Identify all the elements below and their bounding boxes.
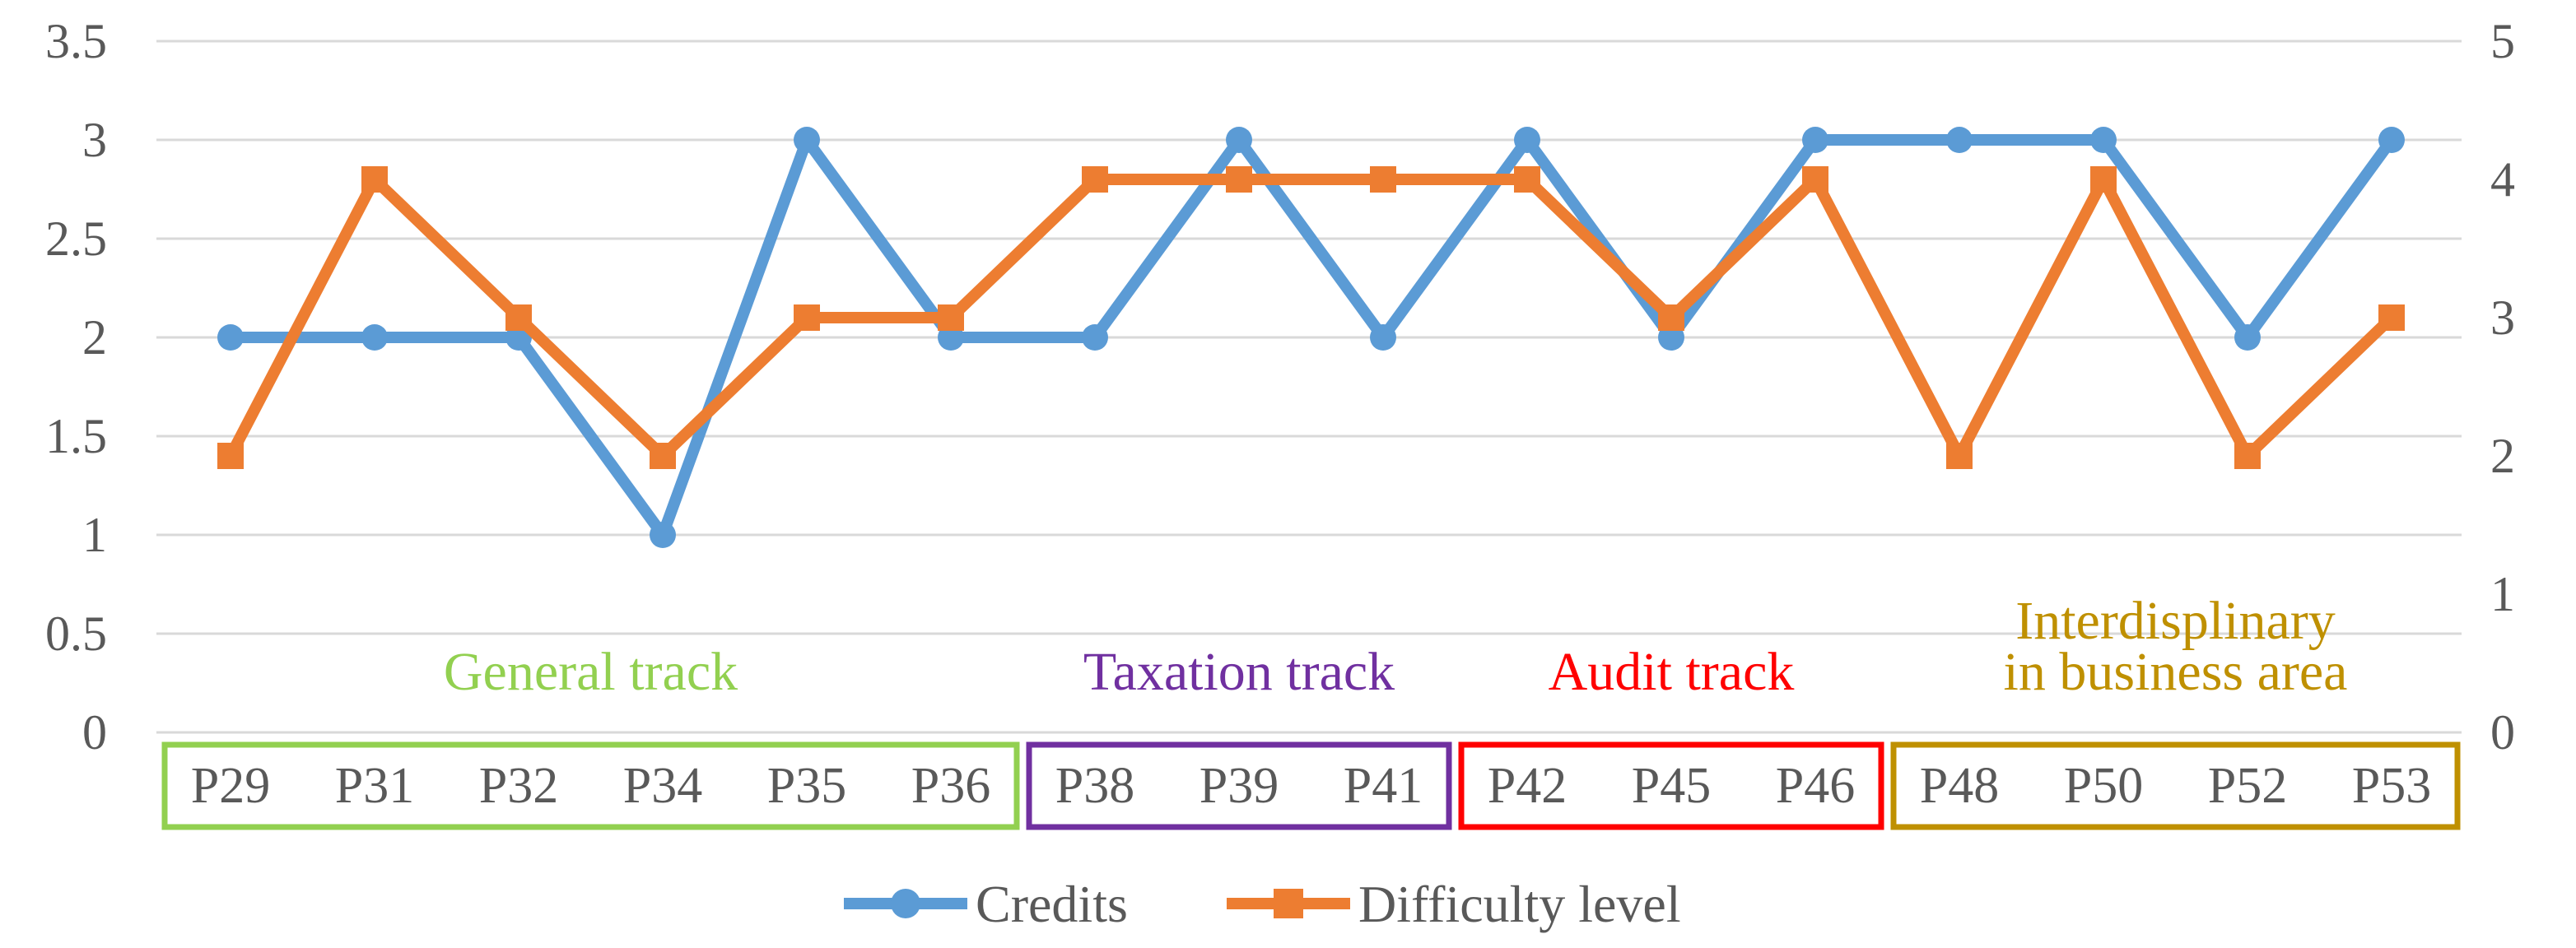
data-point: [650, 443, 676, 469]
data-point: [794, 304, 820, 331]
track-box: [1458, 741, 1884, 830]
right-tick-label: 2: [2490, 429, 2515, 483]
track-box: [161, 741, 1020, 830]
data-point: [361, 324, 388, 351]
category-labels: P29 P31 P32 P34 P35 P36 P38 P39 P41 P42 P45 P46 P48 P…: [191, 758, 2431, 814]
right-tick-label: 3: [2490, 290, 2515, 345]
left-tick-label: 2: [82, 310, 107, 365]
category-label: P42: [1488, 758, 1567, 814]
category-label: P48: [1920, 758, 1999, 814]
category-label: P52: [2208, 758, 2287, 814]
track-label: in business area: [2004, 642, 2348, 702]
data-point: [938, 304, 964, 331]
category-label: P29: [191, 758, 270, 814]
data-point: [1370, 324, 1396, 351]
data-point: [650, 522, 676, 548]
data-point: [361, 166, 388, 193]
category-label: P34: [623, 758, 702, 814]
data-point: [1226, 166, 1252, 193]
data-point: [1658, 304, 1684, 331]
data-point: [2090, 127, 2117, 153]
legend-label: Difficulty level: [1358, 875, 1681, 933]
data-point: [1946, 443, 1973, 469]
track-label: Taxation track: [1083, 642, 1395, 702]
data-point: [2378, 127, 2405, 153]
data-point: [1514, 166, 1540, 193]
category-label: P38: [1055, 758, 1134, 814]
data-point: [217, 443, 244, 469]
right-tick-label: 5: [2490, 14, 2515, 68]
series-line: [225, 134, 2397, 541]
legend-label: Credits: [976, 875, 1128, 933]
data-point: [1514, 127, 1540, 153]
category-label: P41: [1344, 758, 1423, 814]
left-tick-label: 0: [82, 705, 107, 760]
left-tick-label: 0.5: [45, 606, 107, 661]
track-label: General track: [444, 642, 738, 702]
series: [217, 127, 2405, 548]
right-tick-label: 0: [2490, 705, 2515, 760]
data-point: [2378, 304, 2405, 331]
data-point: [794, 127, 820, 153]
category-label: P45: [1632, 758, 1711, 814]
data-point: [2090, 166, 2117, 193]
category-label: P46: [1776, 758, 1855, 814]
right-y-axis: 0 1 2 3 4 5: [2490, 14, 2515, 760]
legend: Credits Difficulty level: [844, 875, 1681, 933]
left-tick-label: 2.5: [45, 211, 107, 266]
category-label: P50: [2064, 758, 2143, 814]
track-label: Audit track: [1549, 642, 1795, 702]
category-label: P39: [1199, 758, 1279, 814]
data-point: [2234, 324, 2261, 351]
series-line: [225, 174, 2397, 462]
left-tick-label: 3.5: [45, 14, 107, 68]
category-label: P32: [479, 758, 558, 814]
legend-marker: [891, 889, 920, 918]
right-tick-label: 1: [2490, 567, 2515, 621]
track-label: Interdisplinary: [2015, 591, 2336, 651]
right-tick-label: 4: [2490, 152, 2515, 207]
track-box: [1890, 741, 2461, 830]
data-point: [1802, 127, 1828, 153]
track-box: [1026, 741, 1452, 830]
data-point: [1226, 127, 1252, 153]
category-label: P53: [2352, 758, 2431, 814]
data-point: [1370, 166, 1396, 193]
data-point: [1802, 166, 1828, 193]
data-point: [1946, 127, 1973, 153]
category-label: P31: [335, 758, 414, 814]
left-tick-label: 1.5: [45, 409, 107, 463]
data-point: [217, 324, 244, 351]
data-point: [1082, 324, 1108, 351]
category-label: P36: [911, 758, 990, 814]
left-y-axis: 0 0.5 1 1.5 2 2.5 3 3.5: [45, 14, 107, 760]
data-point: [1082, 166, 1108, 193]
track-groups: General track Taxation track Audit track In…: [161, 591, 2461, 830]
data-point: [2234, 443, 2261, 469]
legend-marker: [1274, 889, 1303, 918]
left-tick-label: 3: [82, 113, 107, 167]
left-tick-label: 1: [82, 508, 107, 562]
category-label: P35: [767, 758, 846, 814]
data-point: [505, 304, 532, 331]
